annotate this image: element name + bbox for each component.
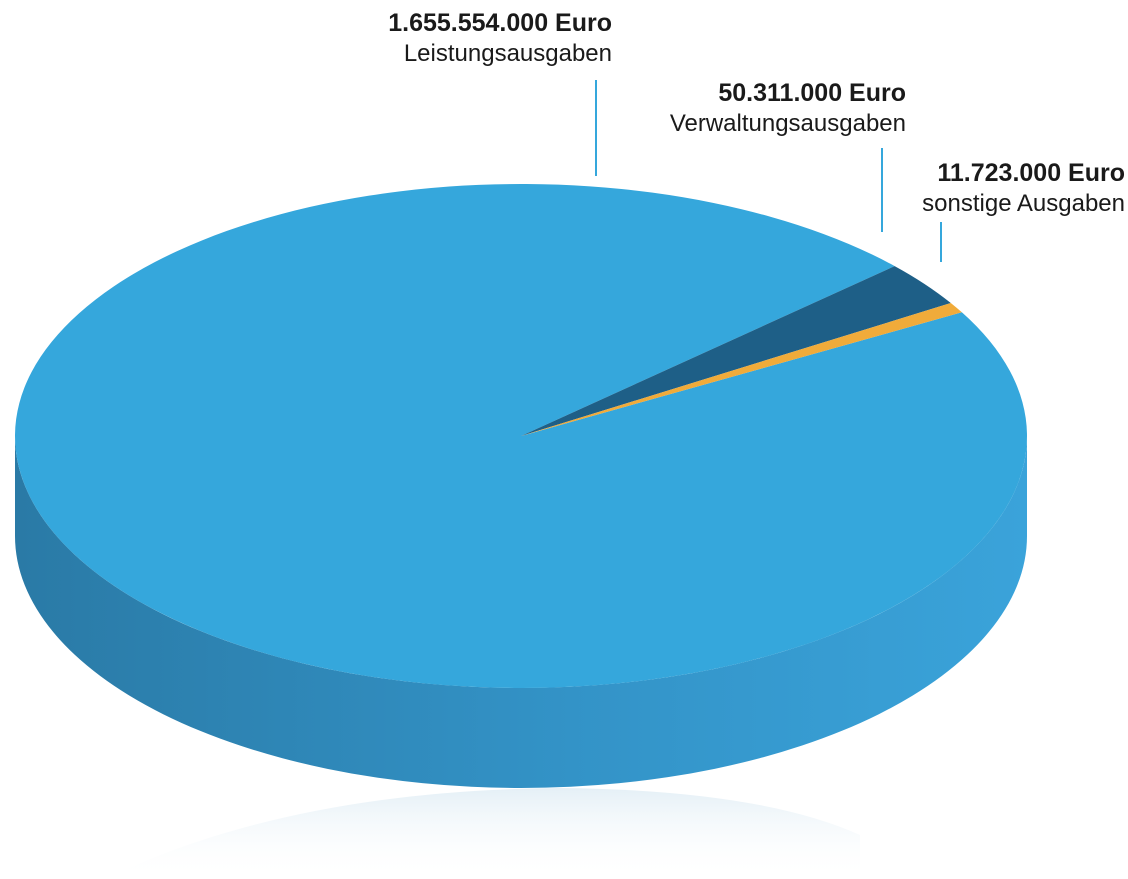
label-leistungsausgaben: 1.655.554.000 Euro Leistungsausgaben <box>388 8 612 69</box>
pie-slice-verwaltungsausgaben <box>521 266 951 436</box>
label-verwaltungsausgaben: 50.311.000 Euro Verwaltungsausgaben <box>670 78 906 139</box>
slice-label-leistungsausgaben: Leistungsausgaben <box>403 40 612 67</box>
slice-label-sonstige-ausgaben: sonstige Ausgaben <box>922 190 1125 217</box>
pie-slice-leistungsausgaben <box>15 184 1028 688</box>
slice-label-verwaltungsausgaben: Verwaltungsausgaben <box>669 110 906 137</box>
slice-value-sonstige-ausgaben: 11.723.000 Euro <box>937 159 1125 187</box>
pie-side-wall <box>15 436 1027 788</box>
pie-slice-sonstige-ausgaben <box>521 303 962 436</box>
slice-value-verwaltungsausgaben: 50.311.000 Euro <box>718 79 906 107</box>
label-sonstige-ausgaben: 11.723.000 Euro sonstige Ausgaben <box>922 158 1125 219</box>
slice-value-leistungsausgaben: 1.655.554.000 Euro <box>388 9 612 37</box>
pie-reflection <box>120 788 860 879</box>
